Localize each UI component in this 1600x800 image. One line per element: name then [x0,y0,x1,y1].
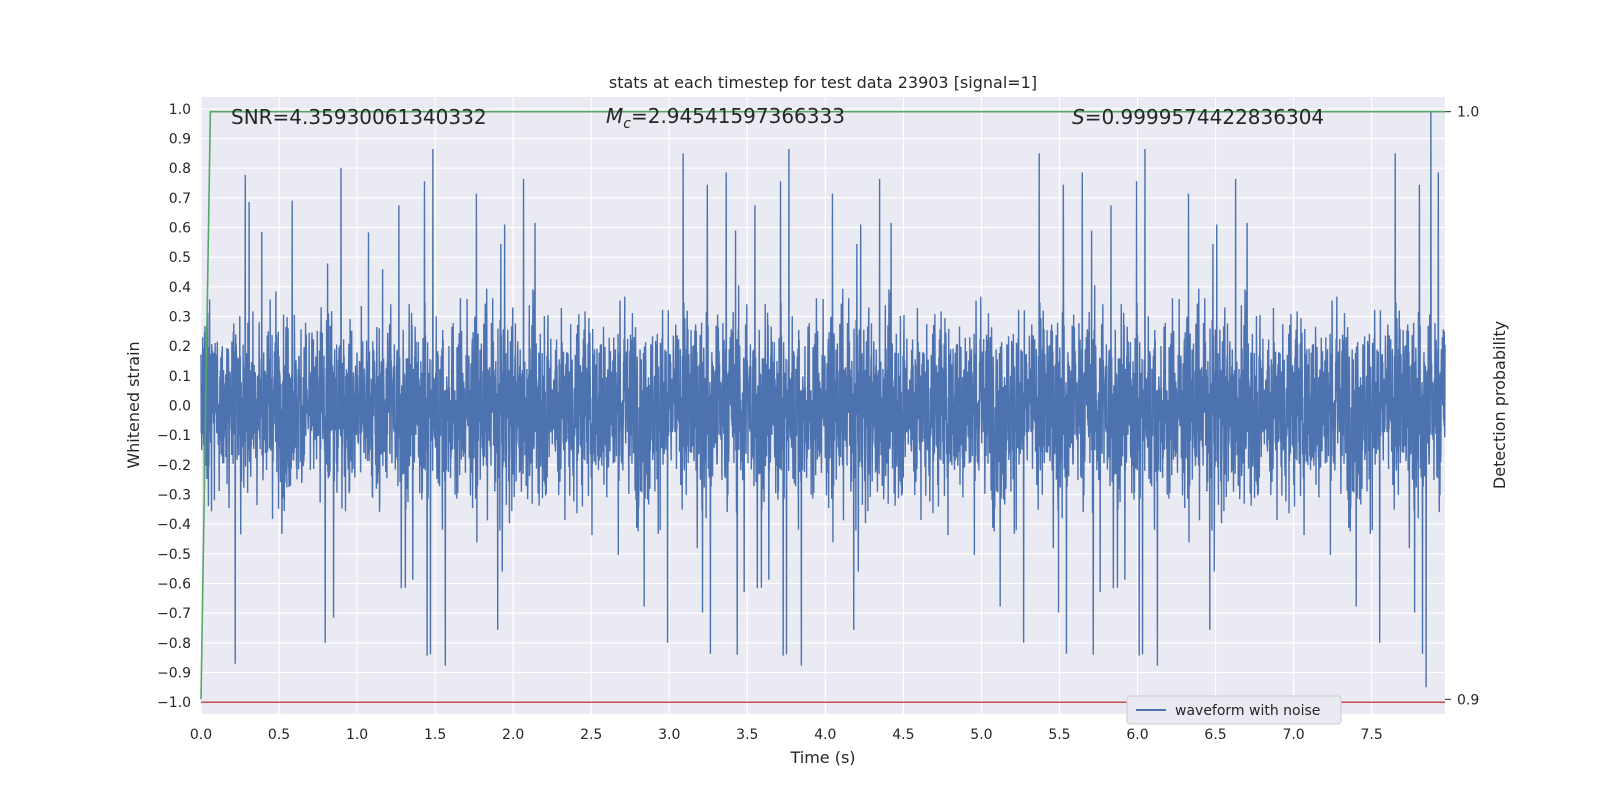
x-tick-label: 2.5 [580,727,602,743]
y-tick-label: −0.6 [157,576,191,592]
y2-axis-label: Detection probability [1490,321,1509,489]
mc-symbol: M [606,104,623,128]
x-tick-label: 3.0 [658,727,680,743]
y-axis-label: Whitened strain [124,341,143,468]
y-tick-label: 0.0 [169,399,191,415]
y-tick-label: 0.4 [169,280,191,296]
s-value: =0.9999574422836304 [1085,105,1324,129]
y-tick-label: −0.7 [157,606,191,622]
mc-annotation: Mc=2.94541597366333 [606,104,845,132]
s-annotation: S=0.9999574422836304 [1072,105,1324,129]
x-tick-label: 4.5 [892,727,914,743]
y-tick-label: 0.9 [169,132,191,148]
legend: waveform with noise [1126,695,1342,725]
y-tick-label: −0.1 [157,428,191,444]
mc-subscript: c [623,116,631,132]
legend-label: waveform with noise [1175,703,1320,719]
x-tick-label: 5.5 [1048,727,1070,743]
detection-probability-line [200,110,1445,700]
x-tick-label: 6.0 [1126,727,1148,743]
y-tick-label: −0.8 [157,636,191,652]
y2-tick-label: 0.9 [1457,692,1479,708]
y-tick-label: 0.2 [169,339,191,355]
x-tick-label: 4.0 [814,727,836,743]
s-symbol: S [1072,105,1085,129]
x-tick-label: 5.0 [970,727,992,743]
x-tick-label: 7.0 [1282,727,1304,743]
y-tick-label: −0.4 [157,517,191,533]
y-tick-label: 0.1 [169,369,191,385]
x-tick-label: 0.0 [190,727,212,743]
y2-axis-ticks: 1.0 0.9 [1445,105,1479,708]
chart-title: stats at each timestep for test data 239… [609,73,1037,92]
y-tick-label: 1.0 [169,102,191,118]
y-tick-label: 0.6 [169,221,191,237]
y-tick-label: 0.5 [169,250,191,266]
x-tick-label: 6.5 [1204,727,1226,743]
y-tick-label: −0.5 [157,547,191,563]
y-tick-label: 0.3 [169,310,191,326]
y-tick-label: −0.9 [157,665,191,681]
x-tick-label: 0.5 [268,727,290,743]
y-tick-label: −0.3 [157,487,191,503]
x-axis-ticks: 0.0 0.5 1.0 1.5 2.0 2.5 3.0 3.5 4.0 4.5 5.0 5.5 6.0 6… [190,727,1383,743]
y-tick-label: 0.7 [169,191,191,207]
x-tick-label: 1.5 [424,727,446,743]
y-axis-ticks: 1.0 0.9 0.8 0.7 0.6 0.5 0.4 0.3 0.2 0.1 0.0 −0.1 −0.… [157,102,191,711]
x-tick-label: 1.0 [346,727,368,743]
x-tick-label: 2.0 [502,727,524,743]
legend-box [1126,695,1342,725]
y-tick-label: −0.2 [157,458,191,474]
snr-annotation: SNR=4.35930061340332 [231,105,487,129]
x-axis-label: Time (s) [789,748,855,767]
waveform-with-noise-series [200,111,1446,688]
y2-tick-label: 1.0 [1457,105,1479,121]
y-tick-label: 0.8 [169,161,191,177]
y-tick-label: −1.0 [157,695,191,711]
waveform-with-noise-line [200,111,1446,688]
mc-value: =2.94541597366333 [631,104,845,128]
x-tick-label: 7.5 [1361,727,1383,743]
x-tick-label: 3.5 [736,727,758,743]
